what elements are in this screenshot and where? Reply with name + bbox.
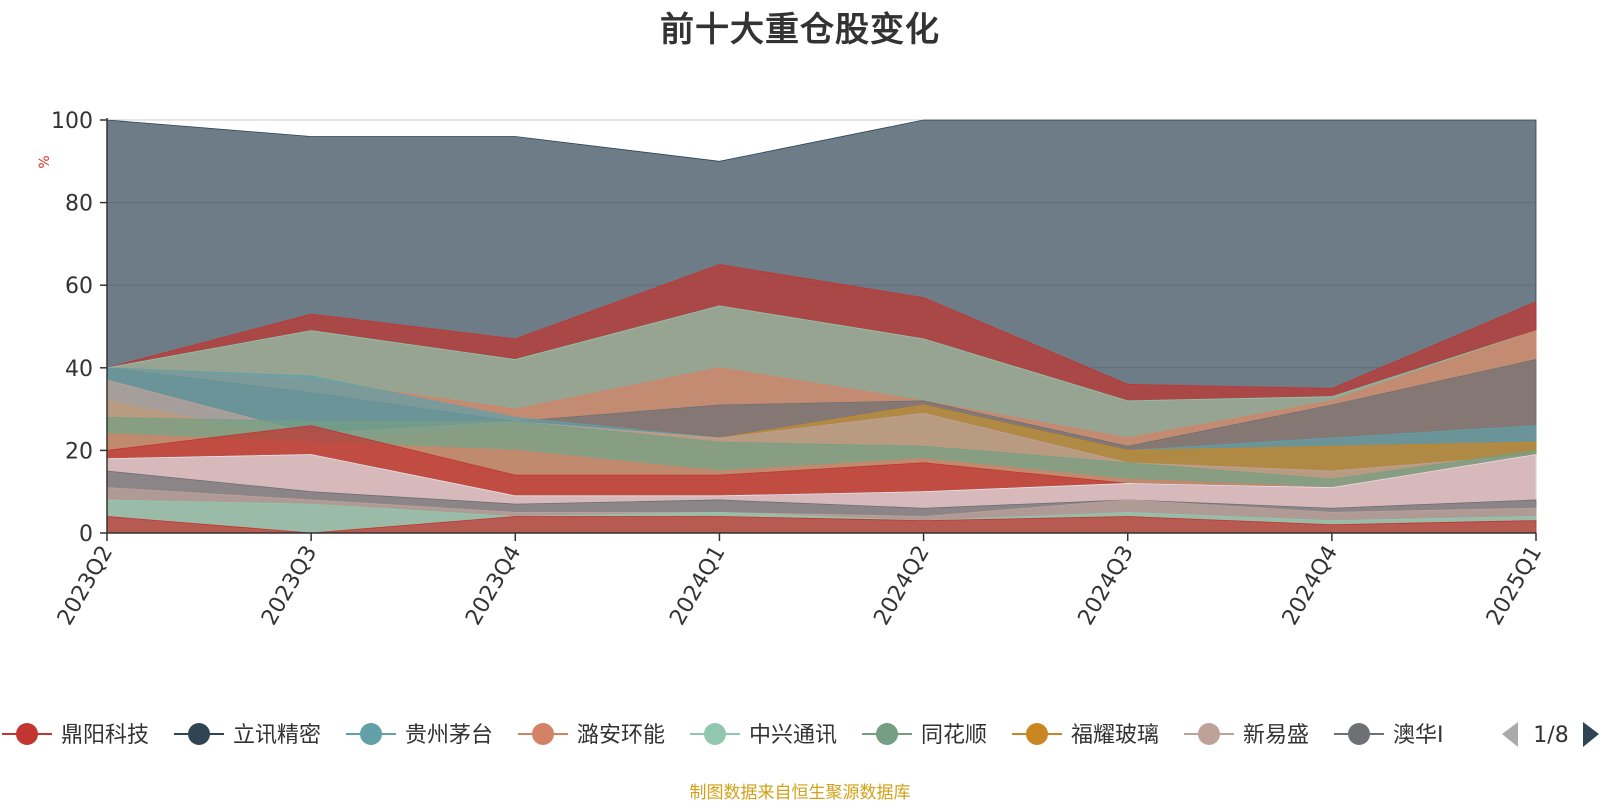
legend-marker-icon [16,723,38,745]
x-tick-label: 2025Q1 [1482,542,1547,630]
y-tick-label: 40 [65,357,93,382]
legend-marker-icon [188,723,210,745]
next-page-icon[interactable] [1583,722,1599,747]
x-tick-label: 2024Q3 [1074,542,1139,630]
legend[interactable]: 鼎阳科技 立讯精密 贵州茅台 潞安环能 中兴通讯 同花顺 福耀玻璃 新易盛 澳华I 1/8 [2,722,1599,748]
legend-marker-icon [1198,723,1220,745]
chart-title: 前十大重仓股变化 [660,10,940,50]
legend-pager[interactable]: 1/8 [1502,722,1599,748]
legend-label: 潞安环能 [577,723,665,748]
prev-page-icon[interactable] [1502,722,1518,747]
legend-marker-icon [1348,723,1370,745]
legend-label: 同花顺 [921,723,987,748]
legend-marker-icon [876,723,898,745]
y-tick-label: 0 [79,522,93,547]
legend-page-indicator: 1/8 [1533,723,1568,748]
legend-item[interactable]: 同花顺 [862,723,987,748]
x-tick-label: 2024Q1 [665,542,730,630]
x-tick-label: 2023Q3 [257,542,322,630]
data-source-note: 制图数据来自恒生聚源数据库 [689,783,911,803]
area-series-15 [106,516,1537,534]
legend-marker-icon [1026,723,1048,745]
legend-marker-icon [360,723,382,745]
x-tick-label: 2023Q2 [53,542,118,630]
legend-label: 鼎阳科技 [61,723,149,748]
x-tick-label: 2024Q4 [1278,542,1343,630]
x-tick-label: 2023Q4 [461,542,526,630]
legend-item[interactable]: 新易盛 [1184,723,1309,748]
legend-marker-icon [532,723,554,745]
legend-label: 澳华I [1393,723,1444,748]
legend-item[interactable]: 鼎阳科技 [2,723,149,748]
legend-item[interactable]: 澳华I [1334,723,1444,748]
x-tick-label: 2024Q2 [869,542,934,630]
legend-label: 中兴通讯 [749,723,837,748]
y-tick-label: 100 [51,109,93,134]
legend-label: 福耀玻璃 [1071,723,1159,748]
legend-item[interactable]: 中兴通讯 [690,723,837,748]
legend-label: 新易盛 [1243,723,1309,748]
y-tick-label: 60 [65,274,93,299]
legend-item[interactable]: 潞安环能 [518,723,665,748]
area-series [106,119,1537,534]
legend-marker-icon [704,723,726,745]
legend-label: 立讯精密 [233,723,321,748]
legend-item[interactable]: 福耀玻璃 [1012,723,1159,748]
y-tick-label: 80 [65,192,93,217]
y-tick-label: 20 [65,439,93,464]
legend-item[interactable]: 贵州茅台 [346,723,493,748]
y-axis-label: % [37,155,53,168]
legend-item[interactable]: 立讯精密 [174,723,321,748]
legend-label: 贵州茅台 [405,723,493,748]
